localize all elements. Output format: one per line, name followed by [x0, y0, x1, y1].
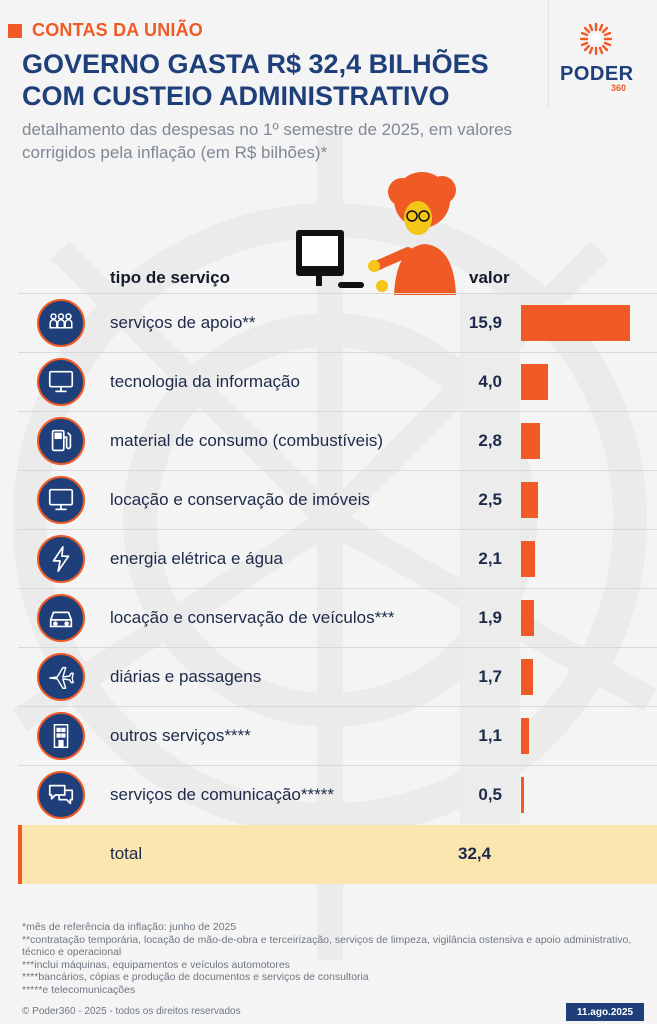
chart-row: outros serviços**** 1,1 — [18, 706, 657, 765]
chart-row: energia elétrica e água 2,1 — [18, 529, 657, 588]
publish-date: 11.ago.2025 — [566, 1003, 644, 1021]
footnote: ***inclui máquinas, equipamentos e veícu… — [22, 958, 290, 971]
logo-word: PODER — [560, 63, 634, 85]
column-header-service: tipo de serviço — [110, 268, 230, 287]
footnote: **contratação temporária, locação de mão… — [22, 933, 632, 959]
category-label: locação e conservação de veículos*** — [110, 608, 395, 627]
logo-divider — [548, 0, 549, 108]
kicker: CONTAS DA UNIÃO — [0, 20, 203, 41]
people-icon — [37, 299, 85, 347]
footnote: ****bancários, cópias e produção de docu… — [22, 971, 369, 983]
category-label: energia elétrica e água — [110, 549, 283, 568]
office-worker-illustration — [296, 172, 456, 295]
sun-icon — [579, 22, 613, 56]
data-label: 2,1 — [460, 530, 520, 588]
bar — [521, 718, 529, 754]
building-icon — [37, 712, 85, 760]
copyright: © Poder360 - 2025 - todos os direitos re… — [22, 1006, 241, 1017]
monitor-icon — [37, 476, 85, 524]
data-label: 1,7 — [460, 648, 520, 706]
lightning-icon — [37, 535, 85, 583]
data-label: 2,5 — [460, 471, 520, 529]
footnote: *mês de referência da inflação: junho de… — [22, 921, 237, 933]
category-label: serviços de comunicação***** — [110, 785, 334, 804]
kicker-accent — [8, 23, 22, 38]
chart-row: serviços de comunicação***** 0,5 — [18, 765, 657, 824]
chat-icon — [37, 771, 85, 819]
page-title: GOVERNO GASTA R$ 32,4 BILHÕES COM CUSTEI… — [22, 49, 489, 111]
data-label: 2,8 — [460, 412, 520, 470]
logo-number: 360 — [610, 83, 626, 93]
bar — [521, 482, 538, 518]
category-label: outros serviços**** — [110, 726, 251, 745]
category-label: serviços de apoio** — [110, 313, 256, 332]
category-label: diárias e passagens — [110, 667, 262, 686]
chart-row: locação e conservação de veículos*** 1,9 — [18, 588, 657, 647]
fuel-pump-icon — [37, 417, 85, 465]
bar — [521, 777, 524, 813]
chart-row: diárias e passagens 1,7 — [18, 647, 657, 706]
chart-row: material de consumo (combustíveis) 2,8 — [18, 411, 657, 470]
chart-row: tecnologia da informação 4,0 — [18, 352, 657, 411]
data-label: 15,9 — [460, 294, 520, 352]
poder360-logo: PODER 360 — [560, 22, 634, 102]
column-header-value: valor — [469, 268, 510, 287]
page-subtitle: detalhamento das despesas no 1º semestre… — [22, 120, 513, 162]
category-label: tecnologia da informação — [110, 372, 300, 391]
total-accent — [18, 825, 22, 884]
chart-row: locação e conservação de imóveis 2,5 — [18, 470, 657, 529]
bar — [521, 659, 533, 695]
footnote: *****e telecomunicações — [22, 983, 136, 996]
data-label: 0,5 — [460, 766, 520, 824]
total-row: total 32,4 — [18, 825, 657, 884]
bar — [521, 541, 535, 577]
bar — [521, 423, 540, 459]
car-icon — [37, 594, 85, 642]
chart-row: serviços de apoio** 15,9 — [18, 293, 657, 352]
airplane-icon — [37, 653, 85, 701]
data-label: 1,1 — [460, 707, 520, 765]
category-label: material de consumo (combustíveis) — [110, 431, 384, 450]
category-label: locação e conservação de imóveis — [110, 490, 370, 509]
bar — [521, 364, 548, 400]
bar — [521, 600, 534, 636]
data-label: 1,9 — [460, 589, 520, 647]
bar-chart-rows: serviços de apoio** 15,9 tecnologia da inf… — [18, 293, 657, 824]
monitor-icon — [37, 358, 85, 406]
footnotes: *mês de referência da inflação: junho de… — [22, 921, 632, 996]
total-value: 32,4 — [458, 844, 492, 863]
bar — [521, 305, 630, 341]
kicker-text: CONTAS DA UNIÃO — [32, 20, 203, 40]
total-label: total — [110, 844, 143, 863]
data-label: 4,0 — [460, 353, 520, 411]
